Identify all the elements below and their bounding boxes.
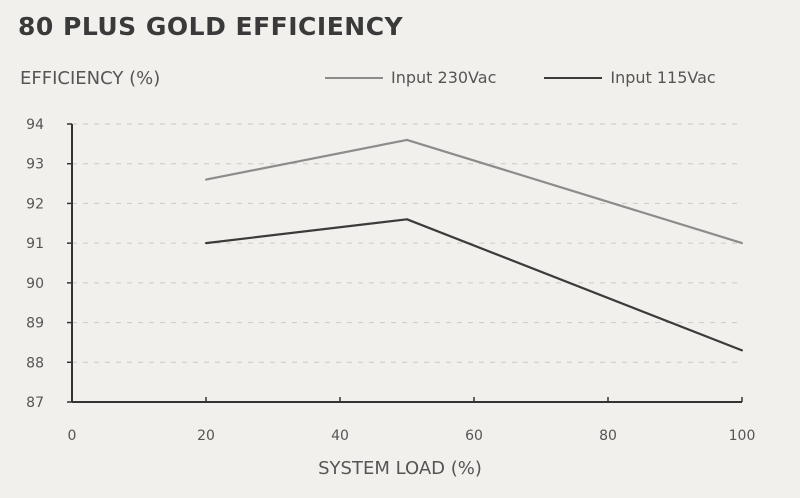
chart-title: 80 PLUS GOLD EFFICIENCY xyxy=(18,12,404,41)
legend: Input 230Vac Input 115Vac xyxy=(325,68,764,87)
x-tick-label-0: 0 xyxy=(68,428,77,444)
x-tick-label-100: 100 xyxy=(729,428,756,444)
y-tick-label-87: 87 xyxy=(26,395,44,411)
x-axis-label: SYSTEM LOAD (%) xyxy=(318,458,482,479)
legend-swatch-230vac xyxy=(325,76,383,79)
x-tick-label-60: 60 xyxy=(465,428,483,444)
series-1-point-0 xyxy=(205,242,207,245)
x-tick-label-20: 20 xyxy=(197,428,215,444)
series-lines xyxy=(205,138,743,352)
series-0-point-2 xyxy=(741,242,743,245)
y-tick-label-91: 91 xyxy=(26,236,44,252)
y-tick-label-90: 90 xyxy=(26,276,44,292)
y-axis-label: EFFICIENCY (%) xyxy=(20,68,161,89)
y-tick-label-88: 88 xyxy=(26,355,44,371)
y-tick-label-93: 93 xyxy=(26,157,44,173)
series-line-1 xyxy=(205,218,743,352)
series-line-0 xyxy=(205,138,743,245)
legend-label-230vac: Input 230Vac xyxy=(391,68,497,87)
series-0-point-0 xyxy=(205,178,207,181)
series-1-point-1 xyxy=(406,218,408,221)
legend-item-115vac: Input 115Vac xyxy=(544,68,716,87)
legend-label-115vac: Input 115Vac xyxy=(610,68,716,87)
grid-lines xyxy=(72,123,742,363)
legend-item-230vac: Input 230Vac xyxy=(325,68,496,87)
legend-swatch-115vac xyxy=(544,76,603,79)
tick-labels: 87 88 89 90 91 92 93 94 0 20 40 60 80 100 xyxy=(26,117,755,444)
axes xyxy=(67,123,743,403)
x-tick-label-80: 80 xyxy=(599,428,617,444)
y-tick-label-94: 94 xyxy=(26,117,44,133)
series-0-point-1 xyxy=(406,138,408,141)
y-tick-label-89: 89 xyxy=(26,316,44,332)
series-1-point-2 xyxy=(741,349,743,352)
y-tick-label-92: 92 xyxy=(26,196,44,212)
x-tick-label-40: 40 xyxy=(331,428,349,444)
